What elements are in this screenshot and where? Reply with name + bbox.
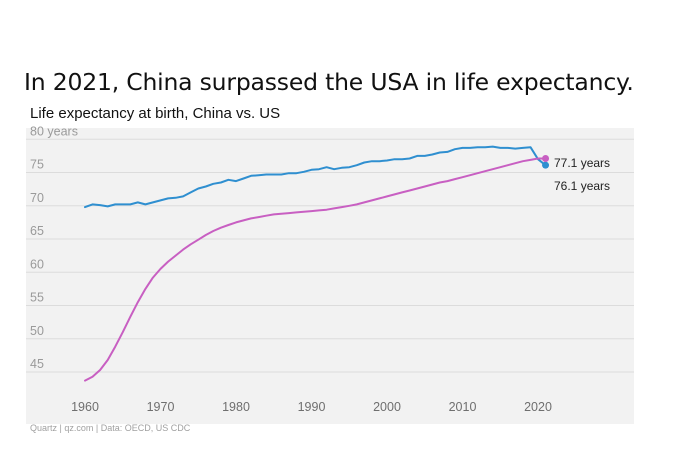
x-tick-label: 1990 — [298, 400, 326, 414]
y-tick-label: 55 — [30, 291, 44, 305]
series-line-1 — [84, 157, 547, 382]
x-tick-label: 1970 — [147, 400, 175, 414]
series-line-0 — [84, 145, 547, 209]
x-tick-label: 2000 — [373, 400, 401, 414]
headline: In 2021, China surpassed the USA in life… — [24, 68, 634, 96]
x-tick-label: 1980 — [222, 400, 250, 414]
end-label-lower: 76.1 years — [554, 179, 610, 193]
gridlines — [26, 138, 634, 373]
end-labels: 77.1 years 76.1 years — [554, 156, 610, 193]
y-axis: 80 years 75 70 65 60 55 50 45 — [30, 124, 78, 371]
y-tick-label: 70 — [30, 191, 44, 205]
y-tick-label: 75 — [30, 158, 44, 172]
y-tick-label: 60 — [30, 257, 44, 271]
series-end-point-0 — [542, 161, 550, 169]
source-note: Quartz | qz.com | Data: OECD, US CDC — [30, 423, 191, 433]
x-tick-label: 2020 — [524, 400, 552, 414]
series-lines — [84, 145, 550, 382]
y-tick-label: 65 — [30, 224, 44, 238]
y-tick-label: 45 — [30, 357, 44, 371]
chart-panel — [26, 128, 634, 424]
end-label-upper: 77.1 years — [554, 156, 610, 170]
chart-title: Life expectancy at birth, China vs. US — [30, 105, 280, 122]
x-tick-label: 2010 — [449, 400, 477, 414]
x-tick-label: 1960 — [71, 400, 99, 414]
x-axis: 1960 1970 1980 1990 2000 2010 2020 — [71, 400, 552, 414]
y-tick-label: 80 years — [30, 124, 78, 138]
y-tick-label: 50 — [30, 324, 44, 338]
series-end-point-1 — [542, 155, 550, 163]
